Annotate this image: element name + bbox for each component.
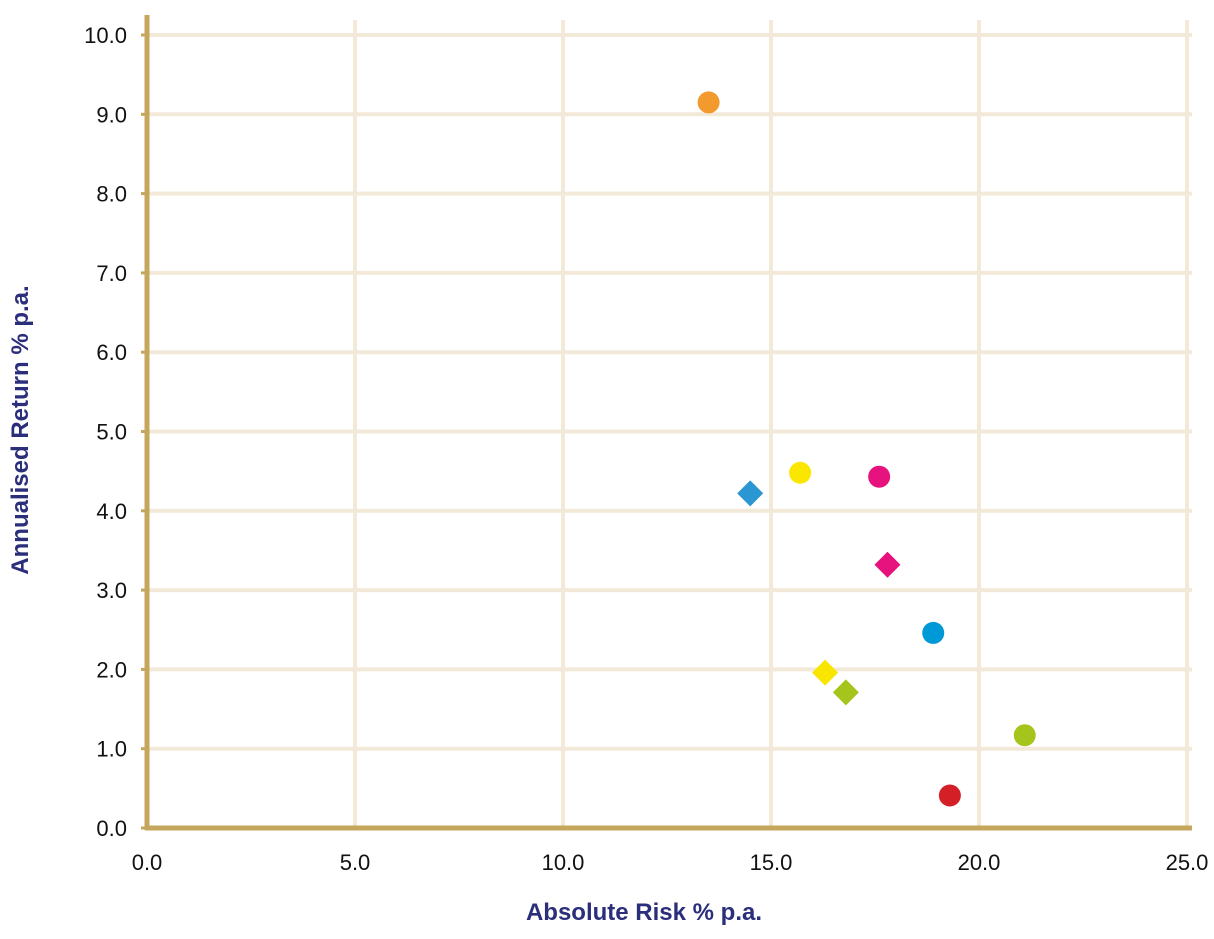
scatter-point-circle [868, 465, 891, 488]
scatter-point-circle [922, 621, 945, 644]
y-tick-label: 9.0 [96, 102, 127, 127]
y-tick-label: 7.0 [96, 261, 127, 286]
y-tick-label: 4.0 [96, 499, 127, 524]
axes [141, 15, 1192, 831]
x-tick-label: 5.0 [340, 850, 371, 875]
x-tick-label: 20.0 [958, 850, 1001, 875]
scatter-point-circle [789, 461, 812, 484]
scatter-point-circle [1013, 724, 1036, 747]
scatter-point-circle [938, 784, 961, 807]
scatter-point-diamond [832, 679, 859, 706]
y-tick-label: 3.0 [96, 578, 127, 603]
y-axis-title: Annualised Return % p.a. [7, 285, 34, 574]
y-tick-label: 8.0 [96, 182, 127, 207]
x-tick-label: 0.0 [132, 850, 163, 875]
tick-labels: 0.0 1.0 2.0 3.0 4.0 5.0 6.0 7.0 8.0 9.0 10.0 0.0 5.0… [84, 23, 1208, 875]
data-points [697, 91, 1036, 807]
x-tick-label: 10.0 [542, 850, 585, 875]
grid-lines [147, 20, 1192, 828]
scatter-point-diamond [737, 480, 764, 507]
scatter-point-circle [697, 91, 720, 114]
y-tick-label: 10.0 [84, 23, 127, 48]
y-tick-label: 5.0 [96, 420, 127, 445]
y-tick-label: 2.0 [96, 657, 127, 682]
x-axis-title: Absolute Risk % p.a. [526, 899, 762, 926]
y-tick-label: 0.0 [96, 816, 127, 841]
y-tick-label: 1.0 [96, 737, 127, 762]
scatter-point-diamond [812, 659, 839, 686]
x-tick-label: 15.0 [750, 850, 793, 875]
y-tick-label: 6.0 [96, 340, 127, 365]
scatter-point-diamond [874, 551, 901, 578]
x-tick-label: 25.0 [1166, 850, 1209, 875]
